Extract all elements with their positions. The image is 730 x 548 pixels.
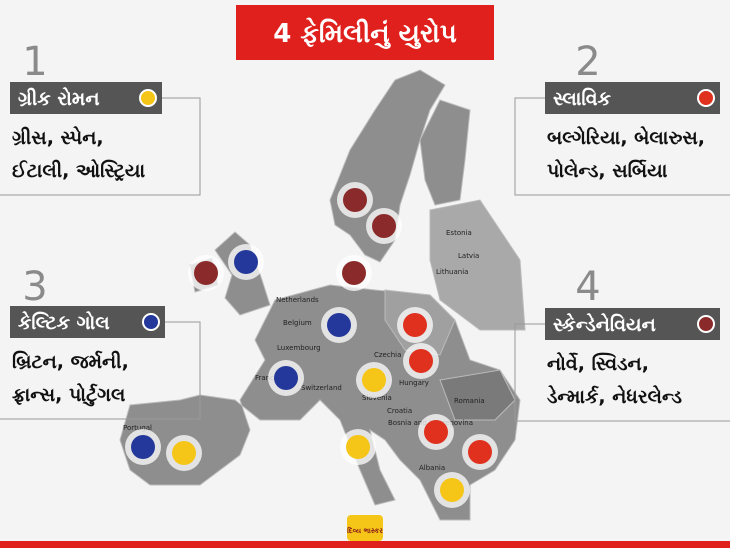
panel-line: ઈટાલી, ઓસ્ટ્રિયા (12, 159, 145, 182)
dot (327, 313, 351, 337)
title: 4 ફેમિલીનું યુરોપ (273, 18, 457, 50)
dot (403, 313, 427, 337)
panel-line: બલ્ગેરિયા, બેલારુસ, (547, 126, 705, 149)
panel-bar (545, 308, 720, 340)
bracket (0, 97, 201, 196)
map-label: Netherlands (276, 296, 319, 304)
panel-bar (10, 82, 162, 114)
dot (424, 420, 448, 444)
dot (172, 441, 196, 465)
dot (274, 366, 298, 390)
dot (343, 188, 367, 212)
panel-bar (10, 306, 165, 338)
dot (362, 368, 386, 392)
romania (439, 369, 516, 421)
bottom-bar (0, 541, 730, 548)
bracket (0, 321, 201, 420)
map-label: Slovenia (362, 394, 392, 402)
title-box (236, 5, 494, 60)
map-label: Portugal (123, 424, 152, 432)
panel-bar (545, 82, 720, 114)
logo-text: દિવ્ય ભાસ્કર (347, 526, 383, 535)
map-label: Romania (454, 397, 485, 405)
dot (372, 214, 396, 238)
panel-number: 3 (22, 264, 47, 310)
panel-name: સ્લાવિક (553, 88, 612, 110)
dot (409, 349, 433, 373)
map-label: France (255, 374, 278, 382)
logo-box (347, 515, 383, 541)
panel-number: 4 (575, 264, 600, 310)
panel-line: બ્રિટન, જર્મની, (12, 350, 129, 373)
dot (194, 261, 218, 285)
map-label: Switzerland (301, 384, 342, 392)
map-label: Latvia (458, 252, 479, 260)
map-label: Croatia (387, 407, 412, 415)
logo: દિવ્ય ભાસ્કર (347, 515, 383, 541)
panel-line: પોલેન્ડ, સર્બિયા (547, 159, 668, 182)
baltics-belarus (429, 199, 526, 331)
dot (342, 261, 366, 285)
panel-name: કેલ્ટિક ગોલ (18, 311, 110, 334)
panel-name: સ્કેન્ડેનેવિયન (553, 313, 656, 336)
legend-dot (142, 313, 160, 331)
panel-number: 1 (22, 39, 47, 85)
dot (234, 250, 258, 274)
legend-dot (697, 89, 715, 107)
panel-line: નોર્વે, સ્વિડન, (547, 352, 649, 375)
finland (419, 99, 471, 206)
map-label: Hungary (399, 379, 429, 387)
panel-line: ફ્રાન્સ, પોર્ટુગલ (12, 383, 125, 406)
map-label: Luxembourg (277, 344, 321, 352)
panel-name: ગ્રીક રોમન (18, 87, 99, 110)
panel-line: ગ્રીસ, સ્પેન, (12, 126, 104, 149)
dot (131, 435, 155, 459)
panel-number: 2 (575, 39, 600, 85)
bracket (514, 97, 730, 196)
map-label: Lithuania (436, 268, 468, 276)
map-label: Albania (419, 464, 445, 472)
panel-line: ડેન્માર્ક, નેધરલેન્ડ (547, 385, 683, 408)
dot (346, 435, 370, 459)
legend-dot (697, 315, 715, 333)
dot (440, 478, 464, 502)
map-label: Czechia (374, 351, 401, 359)
map-label: Estonia (446, 229, 472, 237)
map-label: Belgium (283, 319, 312, 327)
bracket (514, 323, 730, 422)
dot (468, 440, 492, 464)
legend-dot (139, 89, 157, 107)
